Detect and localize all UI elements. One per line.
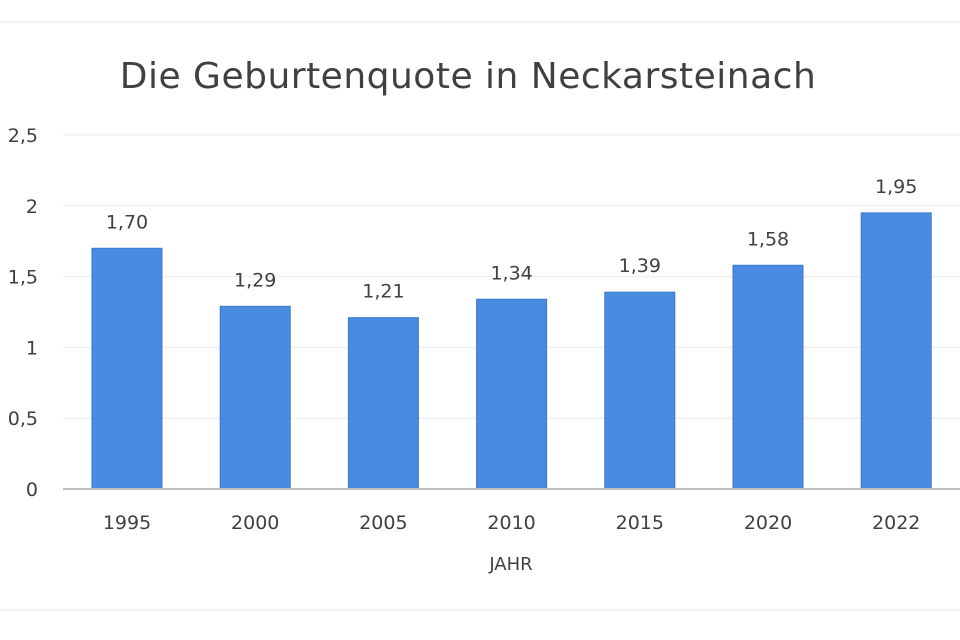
y-tick-label: 1,5	[8, 267, 38, 289]
x-axis-ticks: 1995 2000 2005 2010 2015 2020 2022	[103, 512, 921, 534]
x-tick-label-2022: 2022	[872, 512, 920, 534]
y-tick-label: 0,5	[8, 408, 38, 430]
data-label-2020: 1,58	[747, 228, 789, 250]
bar-2000	[219, 305, 291, 490]
x-tick-label-2000: 2000	[231, 512, 279, 534]
bar-2010	[476, 298, 548, 490]
x-tick-label-1995: 1995	[103, 512, 151, 534]
data-labels: 1,70 1,29 1,21 1,34 1,39 1,58 1,95	[106, 176, 918, 303]
data-label-2000: 1,29	[234, 269, 276, 291]
y-tick-label: 2,5	[8, 125, 38, 147]
data-label-2010: 1,34	[490, 262, 532, 284]
x-tick-label-2020: 2020	[744, 512, 792, 534]
x-tick-label-2015: 2015	[616, 512, 664, 534]
bars	[91, 212, 932, 490]
x-axis-title: JAHR	[488, 554, 532, 575]
chart-title: Die Geburtenquote in Neckarsteinach	[120, 56, 817, 97]
y-tick-label: 0	[26, 479, 38, 501]
x-tick-label-2005: 2005	[359, 512, 407, 534]
data-label-2015: 1,39	[619, 255, 661, 277]
bar-1995	[91, 247, 163, 490]
y-axis-ticks: 0 0,5 1 1,5 2 2,5	[8, 125, 38, 501]
bar-2020	[732, 264, 804, 490]
bar-2022	[860, 212, 932, 490]
data-label-2005: 1,21	[362, 281, 404, 303]
y-tick-label: 2	[26, 196, 38, 218]
bar-2015	[604, 291, 676, 490]
x-tick-label-2010: 2010	[487, 512, 535, 534]
bar-2005	[347, 317, 419, 490]
y-tick-label: 1	[26, 337, 38, 359]
data-label-2022: 1,95	[875, 176, 917, 198]
data-label-1995: 1,70	[106, 211, 148, 233]
